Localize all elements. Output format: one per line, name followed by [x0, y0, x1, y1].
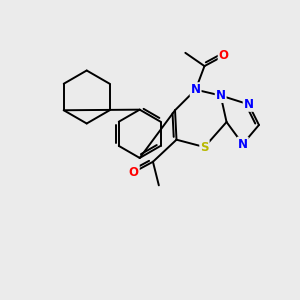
- Text: N: N: [238, 138, 248, 151]
- Text: N: N: [244, 98, 254, 111]
- Text: O: O: [129, 166, 139, 178]
- Text: S: S: [200, 141, 209, 154]
- Text: O: O: [219, 49, 229, 62]
- Text: N: N: [190, 83, 201, 96]
- Text: N: N: [216, 89, 226, 102]
